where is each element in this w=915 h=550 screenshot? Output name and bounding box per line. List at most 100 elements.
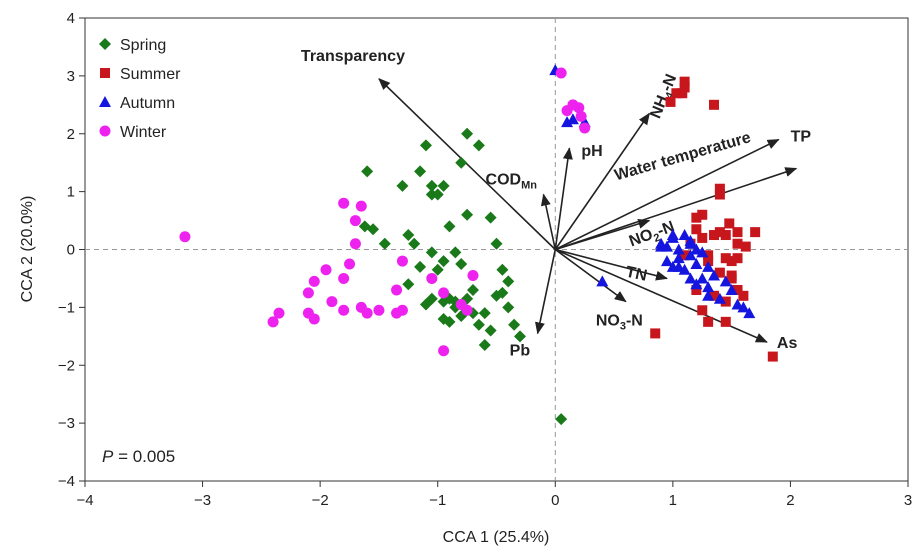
vector-label-pb: Pb bbox=[510, 342, 531, 359]
point-summer bbox=[697, 305, 708, 316]
point-spring bbox=[478, 338, 491, 351]
legend-item-spring: Spring bbox=[99, 37, 166, 54]
point-spring bbox=[414, 165, 427, 178]
legend-label-summer: Summer bbox=[120, 66, 181, 83]
point-autumn bbox=[690, 278, 703, 290]
p-symbol: P bbox=[102, 447, 114, 466]
point-summer bbox=[677, 88, 688, 99]
point-spring bbox=[408, 237, 421, 250]
point-summer bbox=[665, 96, 676, 107]
point-spring bbox=[502, 301, 515, 314]
vector-arrow-water-temperature bbox=[555, 167, 798, 251]
point-spring bbox=[414, 260, 427, 273]
point-spring bbox=[514, 330, 527, 343]
point-spring bbox=[449, 246, 462, 259]
point-autumn bbox=[678, 229, 691, 241]
y-tick-label: −3 bbox=[58, 415, 75, 432]
point-winter bbox=[355, 200, 367, 212]
vector-arrow-as bbox=[554, 248, 768, 343]
point-summer bbox=[679, 250, 690, 261]
point-summer bbox=[732, 285, 743, 296]
p-equals: = bbox=[113, 447, 132, 466]
point-summer bbox=[679, 82, 690, 93]
vector-label-as: As bbox=[777, 335, 798, 352]
legend-label-winter: Winter bbox=[120, 124, 167, 141]
point-autumn bbox=[696, 246, 709, 258]
point-summer bbox=[714, 267, 725, 278]
series-spring bbox=[358, 127, 568, 426]
point-spring bbox=[437, 295, 450, 308]
x-axis: −4 −3 −2 −1 0 1 2 3 bbox=[76, 481, 912, 509]
point-spring bbox=[455, 156, 468, 169]
point-summer bbox=[726, 270, 737, 281]
point-summer bbox=[697, 232, 708, 243]
vector-arrow-no bbox=[554, 248, 627, 303]
y-tick-label: −4 bbox=[58, 473, 75, 490]
point-autumn bbox=[655, 240, 668, 252]
x-tick-label: −2 bbox=[312, 492, 329, 509]
point-spring bbox=[419, 139, 432, 152]
point-winter bbox=[396, 304, 408, 316]
point-winter bbox=[467, 270, 479, 282]
point-spring bbox=[378, 237, 391, 250]
legend-label-spring: Spring bbox=[120, 37, 166, 54]
point-spring bbox=[496, 263, 509, 276]
y-tick-label: 4 bbox=[67, 10, 75, 27]
point-summer bbox=[732, 238, 743, 249]
vector-label-cod: CODMn bbox=[486, 172, 538, 192]
vector-arrow-cod bbox=[540, 193, 557, 250]
point-summer bbox=[691, 224, 702, 235]
point-winter bbox=[426, 272, 438, 284]
point-spring bbox=[502, 275, 515, 288]
point-winter bbox=[575, 110, 587, 122]
legend-marker-winter bbox=[99, 125, 111, 137]
x-tick-label: 3 bbox=[904, 492, 912, 509]
point-winter bbox=[579, 122, 591, 134]
point-winter bbox=[338, 272, 350, 284]
y-tick-label: 3 bbox=[67, 68, 75, 85]
y-tick-label: 1 bbox=[67, 184, 75, 201]
point-spring bbox=[425, 179, 438, 192]
vector-label-transparency: Transparency bbox=[301, 48, 405, 65]
point-summer bbox=[740, 241, 751, 252]
series-summer bbox=[650, 76, 778, 362]
legend-marker-spring bbox=[99, 38, 111, 50]
x-tick-label: −3 bbox=[194, 492, 211, 509]
legend: Spring Summer Autumn Winter bbox=[99, 37, 181, 141]
point-summer bbox=[691, 285, 702, 296]
vector-arrow-no bbox=[555, 219, 651, 251]
point-autumn bbox=[737, 301, 750, 313]
y-tick-label: −2 bbox=[58, 357, 75, 374]
legend-item-winter: Winter bbox=[99, 124, 167, 141]
series-winter bbox=[179, 67, 591, 357]
point-autumn bbox=[660, 255, 673, 267]
point-winter bbox=[320, 264, 332, 276]
point-winter bbox=[179, 231, 191, 243]
legend-item-autumn: Autumn bbox=[99, 95, 175, 112]
point-summer bbox=[767, 351, 778, 362]
vector-label-tn: TN bbox=[624, 264, 648, 285]
point-spring bbox=[484, 211, 497, 224]
point-summer bbox=[703, 316, 714, 327]
p-value-annotation: P = 0.005 bbox=[102, 447, 175, 466]
point-autumn bbox=[684, 234, 697, 246]
point-autumn bbox=[672, 252, 685, 264]
point-summer bbox=[720, 253, 731, 264]
vector-arrow-tp bbox=[554, 138, 780, 251]
point-winter bbox=[391, 284, 403, 296]
series-autumn bbox=[549, 64, 756, 319]
vector-label-no: NO3-N bbox=[596, 313, 643, 333]
point-winter bbox=[273, 307, 285, 319]
point-summer bbox=[714, 227, 725, 238]
point-autumn bbox=[725, 284, 738, 296]
point-summer bbox=[714, 189, 725, 200]
point-winter bbox=[573, 102, 585, 114]
vector-label-ph: pH bbox=[581, 143, 602, 160]
point-summer bbox=[732, 227, 743, 238]
point-spring bbox=[431, 188, 444, 201]
point-winter bbox=[326, 296, 338, 308]
point-summer bbox=[703, 250, 714, 261]
point-winter bbox=[344, 258, 356, 270]
y-tick-label: −1 bbox=[58, 299, 75, 316]
point-winter bbox=[555, 67, 567, 79]
